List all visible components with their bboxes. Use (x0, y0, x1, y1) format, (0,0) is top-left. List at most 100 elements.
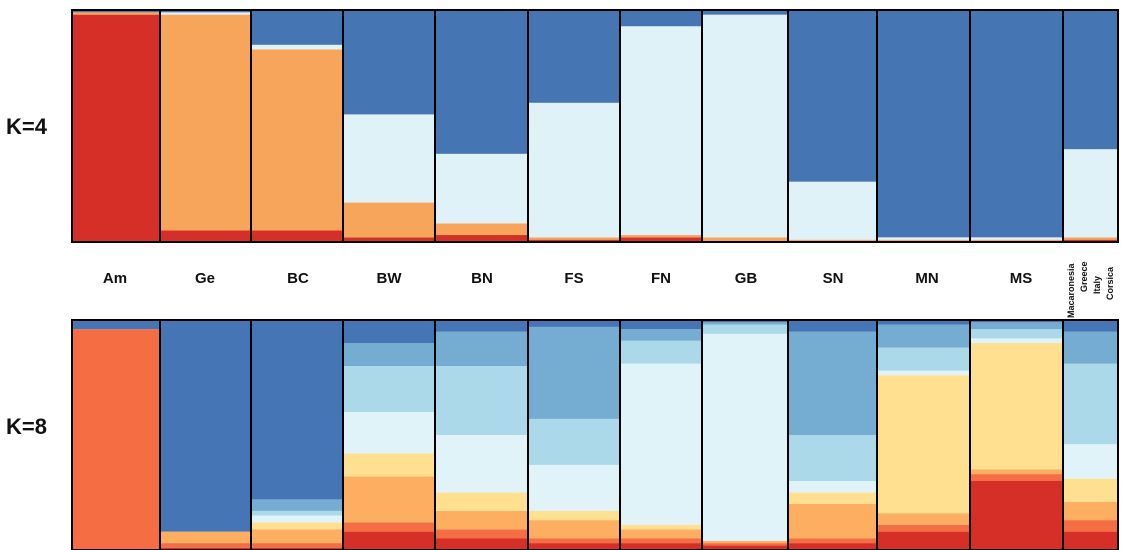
bar-segment-k8-bw-cluster-7 (343, 343, 435, 366)
bar-segment-k8-mn-cluster-6 (877, 347, 970, 371)
bar-segment-k4-gb-cluster-3 (702, 14, 788, 238)
k4-label: K=4 (6, 114, 47, 139)
population-label-mn: MN (915, 270, 939, 287)
bar-segment-k8-bn-cluster-3 (435, 510, 528, 530)
bar-segment-k8-fs-cluster-5 (528, 464, 620, 511)
population-label-bw: BW (376, 270, 402, 287)
bar-segment-k4-ms-cluster-2 (970, 239, 1063, 242)
bar-segment-k8-bc-cluster-4 (251, 522, 343, 530)
bar-segment-k8-fs-cluster-2 (528, 538, 620, 544)
bar-segment-k4-am-cluster-1 (72, 14, 160, 243)
bar-segment-k8-gb-cluster-3 (702, 540, 788, 544)
bar-segment-k8-fs-cluster-7 (528, 326, 620, 419)
bar-segment-k8-sn-cluster-1 (788, 543, 877, 550)
bar-segment-k8-sn-cluster-8 (788, 320, 877, 332)
k8-label: K=8 (6, 414, 47, 439)
bar-segment-k4-macaronesia-cluster-1 (1063, 239, 1118, 242)
bar-segment-k8-mn-cluster-3 (877, 513, 970, 525)
bar-segment-k4-sn-cluster-4 (788, 10, 877, 182)
bar-segment-k8-bn-cluster-2 (435, 529, 528, 539)
population-label-bc: BC (287, 270, 309, 287)
bar-segment-k8-bc-cluster-7 (251, 499, 343, 511)
bar-segment-k4-ms-cluster-4 (970, 10, 1063, 238)
sublabel-corsica: Corsica (1105, 266, 1115, 300)
bar-segment-k8-bw-cluster-3 (343, 476, 435, 523)
bar-segment-k4-bn-cluster-4 (435, 10, 528, 154)
bar-segment-k8-gb-cluster-5 (702, 333, 788, 541)
bar-segment-k8-gb-cluster-6 (702, 324, 788, 334)
bar-segment-k8-macaronesia-cluster-3 (1063, 501, 1118, 521)
bar-segment-k8-bc-cluster-6 (251, 510, 343, 516)
bar-segment-k8-bc-cluster-3 (251, 529, 343, 544)
sublabel-greece: Greece (1079, 261, 1089, 292)
bar-segment-k4-sn-cluster-2 (788, 239, 877, 242)
bar-segment-k8-bn-cluster-8 (435, 320, 528, 332)
bar-segment-k8-ms-cluster-7 (970, 322, 1063, 330)
bar-segment-k8-bn-cluster-4 (435, 492, 528, 511)
bar-segment-k8-fs-cluster-6 (528, 418, 620, 465)
bar-segment-k8-ms-cluster-8 (970, 320, 1063, 323)
bar-segment-k4-bn-cluster-3 (435, 153, 528, 224)
bar-segment-k8-ge-cluster-2 (160, 543, 251, 548)
bar-segment-k8-fn-cluster-1 (620, 543, 702, 550)
bar-segment-k4-gb-cluster-2 (702, 237, 788, 242)
bar-segment-k8-gb-cluster-7 (702, 322, 788, 325)
bar-segment-k8-macaronesia-cluster-2 (1063, 520, 1118, 532)
bar-segment-k8-sn-cluster-7 (788, 331, 877, 435)
bar-segment-k8-ms-cluster-5 (970, 338, 1063, 343)
bar-segment-k4-bc-cluster-1 (251, 230, 343, 242)
bar-segment-k8-gb-cluster-8 (702, 320, 788, 323)
bar-segment-k4-macaronesia-cluster-3 (1063, 149, 1118, 238)
bar-segment-k8-fs-cluster-1 (528, 543, 620, 550)
bar-segment-k8-ms-cluster-6 (970, 329, 1063, 339)
bar-segment-k4-bc-cluster-2 (251, 49, 343, 231)
bar-segment-k4-bc-cluster-3 (251, 44, 343, 50)
population-label-ms: MS (1009, 270, 1033, 287)
bar-segment-k4-mn-cluster-2 (877, 239, 970, 242)
bar-segment-k8-bc-cluster-8 (251, 320, 343, 500)
population-label-gb: GB (734, 270, 758, 287)
bar-segment-k4-bw-cluster-4 (343, 10, 435, 115)
bar-segment-k4-fs-cluster-4 (528, 10, 620, 103)
bar-segment-k8-ms-cluster-1 (970, 481, 1063, 550)
bar-segment-k8-fn-cluster-7 (620, 329, 702, 341)
bar-segment-k8-bw-cluster-8 (343, 320, 435, 343)
bar-segment-k4-macaronesia-cluster-2 (1063, 237, 1118, 240)
bar-segment-k4-bw-cluster-1 (343, 237, 435, 242)
bar-segment-k4-ge-cluster-3 (160, 12, 251, 15)
bar-segment-k8-macaronesia-cluster-4 (1063, 478, 1118, 502)
bar-segment-k8-bw-cluster-4 (343, 453, 435, 477)
bar-segment-k8-bn-cluster-5 (435, 435, 528, 493)
population-label-bn: BN (471, 270, 493, 287)
bar-segment-k8-fn-cluster-6 (620, 340, 702, 364)
bar-segment-k8-bw-cluster-5 (343, 412, 435, 454)
bar-segment-k8-mn-cluster-8 (877, 320, 970, 325)
bar-segment-k4-ge-cluster-4 (160, 10, 251, 13)
bar-segment-k8-ge-cluster-1 (160, 547, 251, 550)
bar-segment-k4-am-cluster-2 (72, 12, 160, 15)
bar-segment-k4-fn-cluster-3 (620, 26, 702, 236)
bar-segment-k8-mn-cluster-2 (877, 524, 970, 532)
bar-segment-k8-macaronesia-cluster-1 (1063, 531, 1118, 550)
bar-segment-k8-bn-cluster-7 (435, 331, 528, 366)
bar-segment-k8-sn-cluster-6 (788, 435, 877, 481)
bar-segment-k8-ms-cluster-3 (970, 469, 1063, 475)
bar-segment-k8-ge-cluster-3 (160, 531, 251, 544)
bar-segment-k4-fs-cluster-2 (528, 237, 620, 240)
bar-segment-k4-am-cluster-4 (72, 10, 160, 13)
bar-segment-k4-bn-cluster-2 (435, 223, 528, 236)
bar-segment-k8-fn-cluster-3 (620, 529, 702, 539)
bar-segment-k8-fs-cluster-3 (528, 520, 620, 539)
bar-segment-k8-fn-cluster-2 (620, 538, 702, 544)
bar-segment-k4-bw-cluster-3 (343, 114, 435, 203)
bar-segment-k4-fs-cluster-3 (528, 102, 620, 238)
bar-segment-k8-ge-cluster-8 (160, 320, 251, 532)
bar-segment-k4-mn-cluster-3 (877, 237, 970, 240)
bar-segment-k4-macaronesia-cluster-4 (1063, 10, 1118, 150)
bar-segment-k4-fn-cluster-2 (620, 235, 702, 238)
bar-segment-k8-am-cluster-2 (72, 329, 160, 550)
bar-segment-k8-fs-cluster-4 (528, 510, 620, 521)
bar-segment-k4-ge-cluster-1 (160, 230, 251, 242)
bar-segment-k8-bc-cluster-2 (251, 543, 343, 548)
bar-segment-k4-mn-cluster-4 (877, 10, 970, 238)
